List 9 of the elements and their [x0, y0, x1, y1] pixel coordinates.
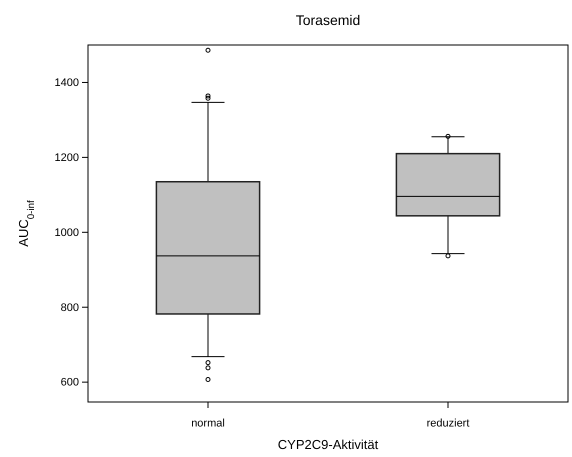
y-tick-label: 800: [60, 302, 79, 314]
y-tick-label: 1200: [54, 152, 79, 164]
x-tick-label: normal: [191, 417, 225, 430]
y-tick-label: 1400: [54, 76, 79, 89]
y-tick-label: 1000: [54, 226, 79, 239]
x-axis-title: CYP2C9-Aktivität: [278, 437, 379, 452]
x-tick-label: reduziert: [426, 417, 470, 430]
y-tick-label: 600: [60, 376, 79, 389]
chart-title: Torasemid: [296, 12, 360, 28]
